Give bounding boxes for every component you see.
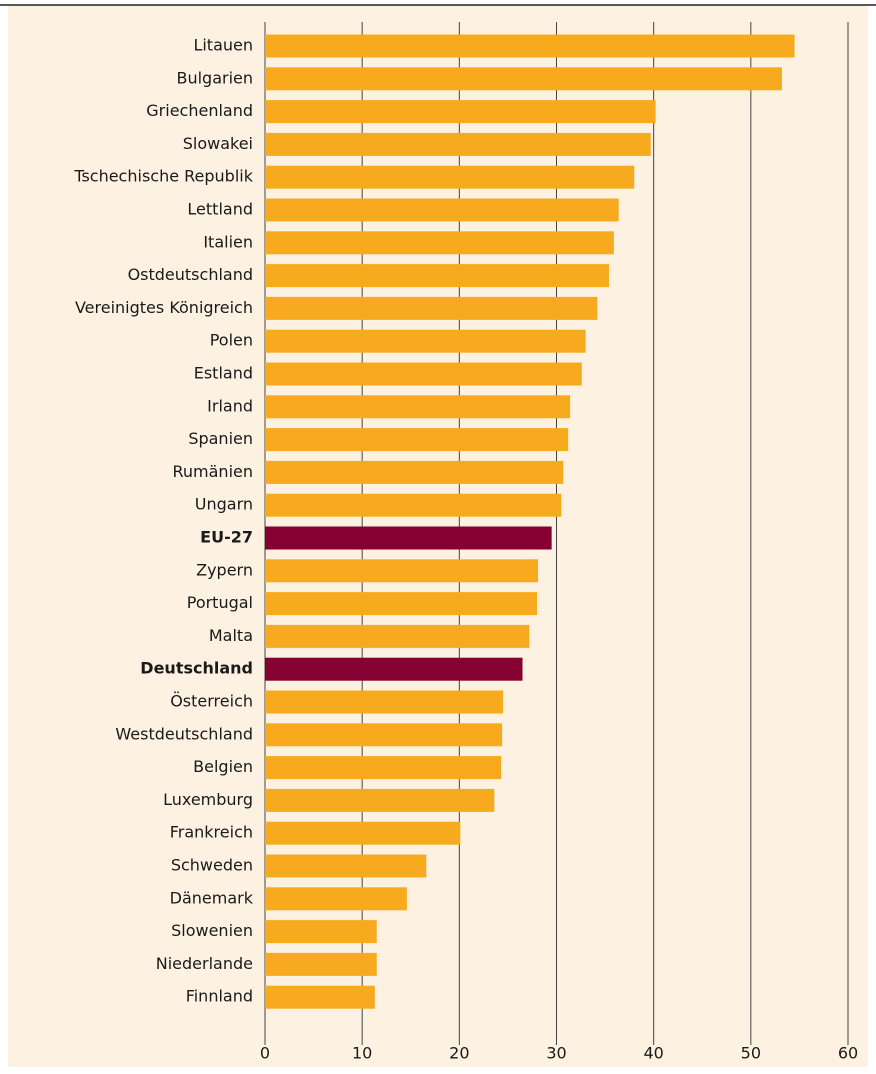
bar	[265, 854, 427, 878]
y-tick-label: Italien	[203, 232, 253, 251]
bar	[265, 920, 377, 944]
y-tick-label: Schweden	[171, 856, 253, 875]
y-tick-label: Ungarn	[195, 495, 253, 514]
bar	[265, 690, 504, 714]
y-tick-label: Vereinigtes Königreich	[75, 298, 253, 317]
y-tick-label: Estland	[194, 364, 253, 383]
bar	[265, 952, 377, 976]
y-tick-label: Tschechische Republik	[73, 167, 253, 186]
y-tick-label: Frankreich	[170, 823, 253, 842]
y-tick-label: Zypern	[196, 560, 253, 579]
bar	[265, 428, 569, 452]
bar	[265, 592, 538, 616]
bar	[265, 887, 407, 911]
y-tick-label: Deutschland	[140, 659, 253, 678]
bar	[265, 985, 375, 1009]
y-tick-label: Lettland	[187, 200, 253, 219]
x-tick-label: 20	[449, 1044, 469, 1063]
y-tick-label: Portugal	[187, 593, 253, 612]
bar	[265, 493, 562, 517]
y-tick-label: Bulgarien	[176, 68, 253, 87]
y-tick-label: Polen	[210, 331, 253, 350]
y-tick-label: Luxemburg	[163, 790, 253, 809]
bar	[265, 329, 586, 353]
y-tick-label: Belgien	[193, 757, 253, 776]
x-tick-label: 50	[741, 1044, 761, 1063]
y-tick-label: Niederlande	[156, 954, 253, 973]
bar	[265, 165, 635, 189]
x-tick-label: 60	[838, 1044, 858, 1063]
bar	[265, 723, 503, 747]
bar	[265, 657, 523, 681]
bar	[265, 132, 651, 156]
y-tick-label: Slowakei	[183, 134, 253, 153]
bar	[265, 362, 582, 386]
bar	[265, 198, 619, 222]
bar	[265, 296, 598, 320]
bar	[265, 788, 495, 812]
bar	[265, 231, 614, 255]
bar	[265, 821, 461, 845]
bar	[265, 460, 564, 484]
x-tick-label: 40	[643, 1044, 663, 1063]
y-tick-label: Finnland	[186, 987, 253, 1006]
y-tick-label: Slowenien	[171, 921, 253, 940]
y-tick-label: Rumänien	[173, 462, 254, 481]
y-tick-label: Irland	[207, 396, 253, 415]
y-tick-label: Spanien	[188, 429, 253, 448]
bar	[265, 526, 552, 550]
y-tick-label: EU-27	[200, 528, 253, 547]
y-tick-label: Österreich	[170, 692, 253, 711]
bar	[265, 624, 530, 648]
x-tick-label: 30	[546, 1044, 566, 1063]
bar	[265, 395, 571, 419]
bar	[265, 264, 609, 288]
bar	[265, 100, 656, 124]
y-tick-label: Malta	[209, 626, 253, 645]
y-tick-label: Westdeutschland	[115, 724, 253, 743]
y-tick-label: Litauen	[193, 36, 253, 55]
bar	[265, 67, 782, 91]
bar	[265, 559, 539, 583]
bar	[265, 756, 502, 780]
x-tick-label: 0	[260, 1044, 270, 1063]
y-tick-label: Ostdeutschland	[128, 265, 253, 284]
bar	[265, 34, 795, 58]
y-tick-label: Griechenland	[146, 101, 253, 120]
x-tick-label: 10	[352, 1044, 372, 1063]
y-tick-label: Dänemark	[170, 888, 254, 907]
